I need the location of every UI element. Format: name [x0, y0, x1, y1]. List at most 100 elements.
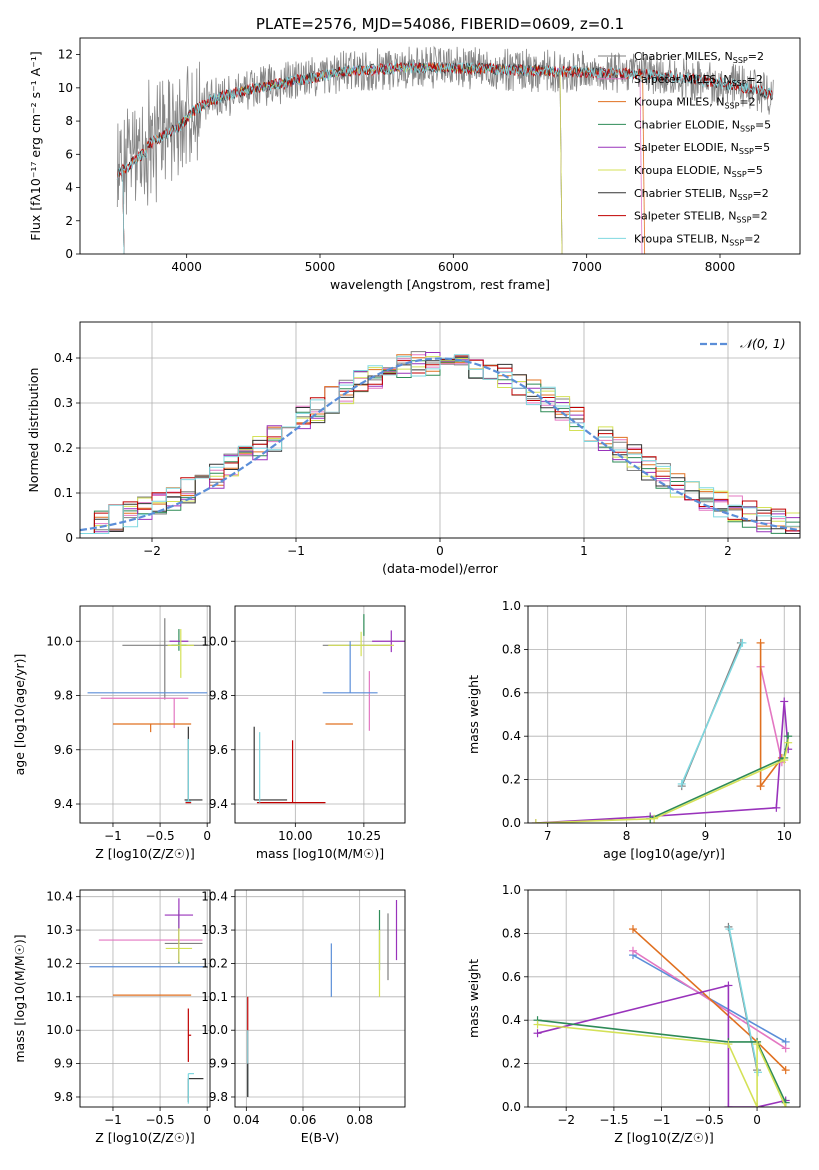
legend-text: Chabrier ELODIE, N [634, 118, 740, 131]
x-tick-label: 0 [203, 829, 211, 843]
y-tick-label: 0.2 [502, 773, 521, 787]
panel-mass-vs-ebv: 0.04 0.06 0.08 9.8 9.9 10.0 10.1 10.2 10.3 10.4 E(… [201, 889, 406, 1145]
legend-text: Salpeter STELIB, N [634, 210, 736, 223]
y-tick-label: 0.4 [502, 729, 521, 743]
legend-label: Chabrier STELIB, NSSP=2 [634, 187, 769, 202]
y-tick-label: 10.0 [46, 634, 73, 648]
y-tick-label: 0.3 [54, 396, 73, 410]
legend-text: =2 [753, 187, 769, 200]
x-tick-label: 8 [623, 829, 631, 843]
weight-line [537, 1023, 787, 1107]
y-axis-label: mass weight [466, 675, 481, 754]
x-tick-label: 0.08 [346, 1113, 373, 1127]
plot-area-mass-vs-ebv [247, 900, 398, 1097]
axes-frame [234, 889, 406, 1108]
axes-frame [234, 605, 406, 824]
y-tick-label: 9.6 [54, 743, 73, 757]
weight-line [537, 984, 786, 1107]
axes-frame [527, 605, 801, 824]
y-tick-label: 2 [65, 214, 73, 228]
weight-line [535, 701, 789, 823]
legend-text: Kroupa STELIB, N [634, 232, 729, 245]
y-tick-label: 9.8 [54, 689, 73, 703]
plot-area-mass-weight-vs-Z [533, 922, 790, 1107]
x-tick-label: −0.5 [146, 829, 175, 843]
x-tick-label: −2 [557, 1113, 575, 1127]
legend-sub: SSP [739, 147, 754, 156]
spectrum-edge [642, 74, 646, 254]
x-tick-label: 0 [203, 1113, 211, 1127]
spectrum-line [116, 61, 773, 180]
y-tick-label: 0.4 [54, 351, 73, 365]
y-axis-label: Normed distribution [26, 368, 41, 493]
y-tick-label: 0.0 [502, 816, 521, 830]
legend-sub: SSP [738, 193, 753, 202]
y-axis-label: mass weight [466, 959, 481, 1038]
weight-line [728, 928, 759, 1073]
x-tick-label: 10 [777, 829, 792, 843]
legend-text: =5 [754, 141, 770, 154]
legend-sub: SSP [733, 56, 748, 65]
legend-sub: SSP [732, 170, 747, 179]
legend-sub: SSP [740, 124, 755, 133]
y-tick-label: 0.2 [502, 1057, 521, 1071]
y-tick-label: 9.9 [54, 1057, 73, 1071]
x-tick-label: 4000 [171, 260, 202, 274]
y-axis-label: Flux [fλ10⁻¹⁷ erg cm⁻² s⁻¹ A⁻¹] [28, 51, 43, 240]
legend-text: =2 [747, 73, 763, 86]
weight-line [759, 666, 783, 763]
x-tick-label: −1 [104, 829, 122, 843]
x-axis-label: Z [log10(Z/Z☉)] [95, 846, 195, 861]
x-tick-label: −0.5 [146, 1113, 175, 1127]
y-tick-label: 10.3 [201, 923, 228, 937]
legend-label: Salpeter MILES, NSSP=2 [634, 73, 763, 88]
y-tick-label: 9.8 [54, 1090, 73, 1104]
y-tick-label: 1.0 [502, 599, 521, 613]
spectrum-edge [122, 165, 125, 254]
x-tick-label: 7 [544, 829, 552, 843]
axes-frame [79, 37, 801, 255]
x-tick-label: −0.5 [695, 1113, 724, 1127]
y-tick-label: 10.1 [46, 990, 73, 1004]
legend-text: Kroupa MILES, N [634, 96, 724, 109]
y-tick-label: 10.4 [46, 890, 73, 904]
legend-sub: SSP [729, 238, 744, 247]
legend-text: =2 [751, 210, 767, 223]
weight-line [680, 642, 744, 785]
y-tick-label: 0.4 [502, 1013, 521, 1027]
legend-label: Salpeter ELODIE, NSSP=5 [634, 141, 770, 156]
x-tick-label: 6000 [438, 260, 469, 274]
y-tick-label: 10.0 [46, 1023, 73, 1037]
x-tick-label: −1 [653, 1113, 671, 1127]
x-axis-label: Z [log10(Z/Z☉)] [95, 1130, 195, 1145]
y-tick-label: 10.2 [46, 956, 73, 970]
plot-area-mass-weight-vs-age [531, 638, 793, 823]
weight-line [632, 950, 787, 1050]
y-tick-label: 9.8 [209, 689, 228, 703]
y-tick-label: 4 [65, 181, 73, 195]
x-tick-label: 5000 [305, 260, 336, 274]
x-tick-label: 7000 [571, 260, 602, 274]
axes-frame [79, 605, 211, 824]
legend-text: =5 [747, 164, 763, 177]
panel-mass-vs-Z: −1 −0.5 0 9.8 9.9 10.0 10.1 10.2 10.3 10.4 Z [log1… [12, 889, 211, 1145]
x-tick-label: 0 [436, 544, 444, 558]
y-tick-label: 9.6 [209, 743, 228, 757]
weight-line [535, 742, 789, 823]
y-axis-label: age [log10(age/yr)] [12, 654, 27, 776]
plot-area-spectrum [116, 45, 774, 254]
plot-area-mass-vs-Z [89, 898, 208, 1104]
y-tick-label: 1.0 [502, 883, 521, 897]
panel-mass-weight-vs-age: 7 8 9 10 0.0 0.2 0.4 0.6 0.8 1.0 age [log10(age/yr… [466, 599, 801, 861]
legend-sub: SSP [732, 79, 747, 88]
x-tick-label: 10.00 [278, 829, 312, 843]
y-tick-label: 0.8 [502, 926, 521, 940]
y-tick-label: 10 [58, 81, 73, 95]
legend-text: Salpeter ELODIE, N [634, 141, 739, 154]
x-axis-label: mass [log10(M/M☉)] [256, 846, 384, 861]
y-tick-label: 9.8 [209, 1090, 228, 1104]
y-tick-label: 12 [58, 48, 73, 62]
legend-label: Salpeter STELIB, NSSP=2 [634, 210, 768, 225]
